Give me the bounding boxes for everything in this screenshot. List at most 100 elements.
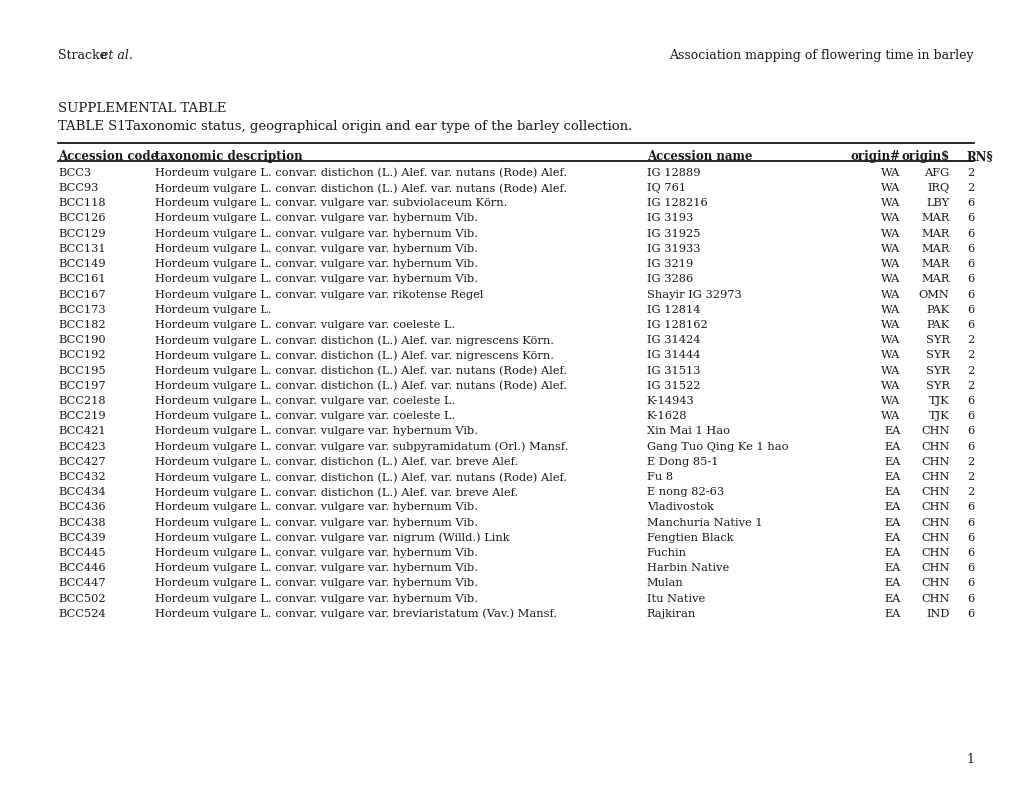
Text: Hordeum vulgare L. convar. distichon (L.) Alef. var. nutans (Rode) Alef.: Hordeum vulgare L. convar. distichon (L.… xyxy=(155,381,567,392)
Text: taxonomic description: taxonomic description xyxy=(155,150,303,162)
Text: origin$: origin$ xyxy=(901,150,949,162)
Text: Xin Mai 1 Hao: Xin Mai 1 Hao xyxy=(646,426,729,437)
Text: BCC118: BCC118 xyxy=(58,199,106,208)
Text: Fu 8: Fu 8 xyxy=(646,472,673,482)
Text: BCC427: BCC427 xyxy=(58,457,106,466)
Text: 6: 6 xyxy=(966,274,973,284)
Text: CHN: CHN xyxy=(920,548,949,558)
Text: 1: 1 xyxy=(965,753,973,766)
Text: IG 128216: IG 128216 xyxy=(646,199,707,208)
Text: Shayir IG 32973: Shayir IG 32973 xyxy=(646,289,741,299)
Text: BCC3: BCC3 xyxy=(58,168,91,178)
Text: MAR: MAR xyxy=(920,214,949,224)
Text: Hordeum vulgare L. convar. distichon (L.) Alef. var. nutans (Rode) Alef.: Hordeum vulgare L. convar. distichon (L.… xyxy=(155,472,567,482)
Text: WA: WA xyxy=(880,214,900,224)
Text: 6: 6 xyxy=(966,426,973,437)
Text: BCC219: BCC219 xyxy=(58,411,106,421)
Text: Hordeum vulgare L. convar. vulgare var. hybernum Vib.: Hordeum vulgare L. convar. vulgare var. … xyxy=(155,563,478,573)
Text: LBY: LBY xyxy=(925,199,949,208)
Text: Association mapping of flowering time in barley: Association mapping of flowering time in… xyxy=(668,49,973,61)
Text: BCC445: BCC445 xyxy=(58,548,106,558)
Text: Harbin Native: Harbin Native xyxy=(646,563,729,573)
Text: BCC446: BCC446 xyxy=(58,563,106,573)
Text: 2: 2 xyxy=(966,168,973,178)
Text: 2: 2 xyxy=(966,183,973,193)
Text: Gang Tuo Qing Ke 1 hao: Gang Tuo Qing Ke 1 hao xyxy=(646,441,788,452)
Text: CHN: CHN xyxy=(920,426,949,437)
Text: Hordeum vulgare L. convar. distichon (L.) Alef. var. nigrescens Körn.: Hordeum vulgare L. convar. distichon (L.… xyxy=(155,351,553,361)
Text: BCC524: BCC524 xyxy=(58,609,106,619)
Text: 6: 6 xyxy=(966,593,973,604)
Text: EA: EA xyxy=(883,426,900,437)
Text: IG 31424: IG 31424 xyxy=(646,335,699,345)
Text: BCC423: BCC423 xyxy=(58,441,106,452)
Text: BCC432: BCC432 xyxy=(58,472,106,482)
Text: 6: 6 xyxy=(966,289,973,299)
Text: 6: 6 xyxy=(966,533,973,543)
Text: BCC93: BCC93 xyxy=(58,183,99,193)
Text: BCC436: BCC436 xyxy=(58,503,106,512)
Text: Vladivostok: Vladivostok xyxy=(646,503,713,512)
Text: BCC502: BCC502 xyxy=(58,593,106,604)
Text: 6: 6 xyxy=(966,396,973,406)
Text: 6: 6 xyxy=(966,320,973,330)
Text: EA: EA xyxy=(883,593,900,604)
Text: WA: WA xyxy=(880,335,900,345)
Text: SYR: SYR xyxy=(924,381,949,391)
Text: 6: 6 xyxy=(966,609,973,619)
Text: Hordeum vulgare L. convar. distichon (L.) Alef. var. nigrescens Körn.: Hordeum vulgare L. convar. distichon (L.… xyxy=(155,335,553,346)
Text: Hordeum vulgare L. convar. vulgare var. coeleste L.: Hordeum vulgare L. convar. vulgare var. … xyxy=(155,396,454,406)
Text: BCC197: BCC197 xyxy=(58,381,106,391)
Text: 6: 6 xyxy=(966,503,973,512)
Text: SUPPLEMENTAL TABLE: SUPPLEMENTAL TABLE xyxy=(58,102,226,115)
Text: WA: WA xyxy=(880,366,900,376)
Text: EA: EA xyxy=(883,487,900,497)
Text: BCC161: BCC161 xyxy=(58,274,106,284)
Text: Hordeum vulgare L. convar. vulgare var. hybernum Vib.: Hordeum vulgare L. convar. vulgare var. … xyxy=(155,518,478,528)
Text: MAR: MAR xyxy=(920,244,949,254)
Text: EA: EA xyxy=(883,578,900,589)
Text: Hordeum vulgare L. convar. vulgare var. hybernum Vib.: Hordeum vulgare L. convar. vulgare var. … xyxy=(155,229,478,239)
Text: Rajkiran: Rajkiran xyxy=(646,609,695,619)
Text: IG 31522: IG 31522 xyxy=(646,381,699,391)
Text: BCC439: BCC439 xyxy=(58,533,106,543)
Text: Hordeum vulgare L. convar. vulgare var. hybernum Vib.: Hordeum vulgare L. convar. vulgare var. … xyxy=(155,548,478,558)
Text: IRQ: IRQ xyxy=(926,183,949,193)
Text: CHN: CHN xyxy=(920,441,949,452)
Text: Fengtien Black: Fengtien Black xyxy=(646,533,733,543)
Text: EA: EA xyxy=(883,441,900,452)
Text: 6: 6 xyxy=(966,214,973,224)
Text: Hordeum vulgare L. convar. distichon (L.) Alef. var. nutans (Rode) Alef.: Hordeum vulgare L. convar. distichon (L.… xyxy=(155,183,567,194)
Text: WA: WA xyxy=(880,244,900,254)
Text: 2: 2 xyxy=(966,366,973,376)
Text: Taxonomic status, geographical origin and ear type of the barley collection.: Taxonomic status, geographical origin an… xyxy=(121,120,632,132)
Text: Hordeum vulgare L. convar. vulgare var. breviaristatum (Vav.) Mansf.: Hordeum vulgare L. convar. vulgare var. … xyxy=(155,609,556,619)
Text: WA: WA xyxy=(880,259,900,269)
Text: TJK: TJK xyxy=(928,396,949,406)
Text: 2: 2 xyxy=(966,351,973,360)
Text: WA: WA xyxy=(880,411,900,421)
Text: IG 3286: IG 3286 xyxy=(646,274,692,284)
Text: Hordeum vulgare L. convar. vulgare var. hybernum Vib.: Hordeum vulgare L. convar. vulgare var. … xyxy=(155,426,478,437)
Text: TABLE S1.: TABLE S1. xyxy=(58,120,129,132)
Text: WA: WA xyxy=(880,274,900,284)
Text: CHN: CHN xyxy=(920,518,949,528)
Text: EA: EA xyxy=(883,609,900,619)
Text: CHN: CHN xyxy=(920,472,949,482)
Text: Hordeum vulgare L. convar. vulgare var. hybernum Vib.: Hordeum vulgare L. convar. vulgare var. … xyxy=(155,593,478,604)
Text: BCC438: BCC438 xyxy=(58,518,106,528)
Text: Hordeum vulgare L. convar. vulgare var. rikotense Regel: Hordeum vulgare L. convar. vulgare var. … xyxy=(155,289,483,299)
Text: BCC182: BCC182 xyxy=(58,320,106,330)
Text: 6: 6 xyxy=(966,229,973,239)
Text: 6: 6 xyxy=(966,563,973,573)
Text: Hordeum vulgare L. convar. distichon (L.) Alef. var. breve Alef.: Hordeum vulgare L. convar. distichon (L.… xyxy=(155,457,518,467)
Text: CHN: CHN xyxy=(920,503,949,512)
Text: WA: WA xyxy=(880,396,900,406)
Text: Hordeum vulgare L. convar. distichon (L.) Alef. var. nutans (Rode) Alef.: Hordeum vulgare L. convar. distichon (L.… xyxy=(155,366,567,376)
Text: BCC149: BCC149 xyxy=(58,259,106,269)
Text: 6: 6 xyxy=(966,548,973,558)
Text: Hordeum vulgare L. convar. vulgare var. hybernum Vib.: Hordeum vulgare L. convar. vulgare var. … xyxy=(155,244,478,254)
Text: Hordeum vulgare L. convar. vulgare var. coeleste L.: Hordeum vulgare L. convar. vulgare var. … xyxy=(155,320,454,330)
Text: 6: 6 xyxy=(966,441,973,452)
Text: BCC129: BCC129 xyxy=(58,229,106,239)
